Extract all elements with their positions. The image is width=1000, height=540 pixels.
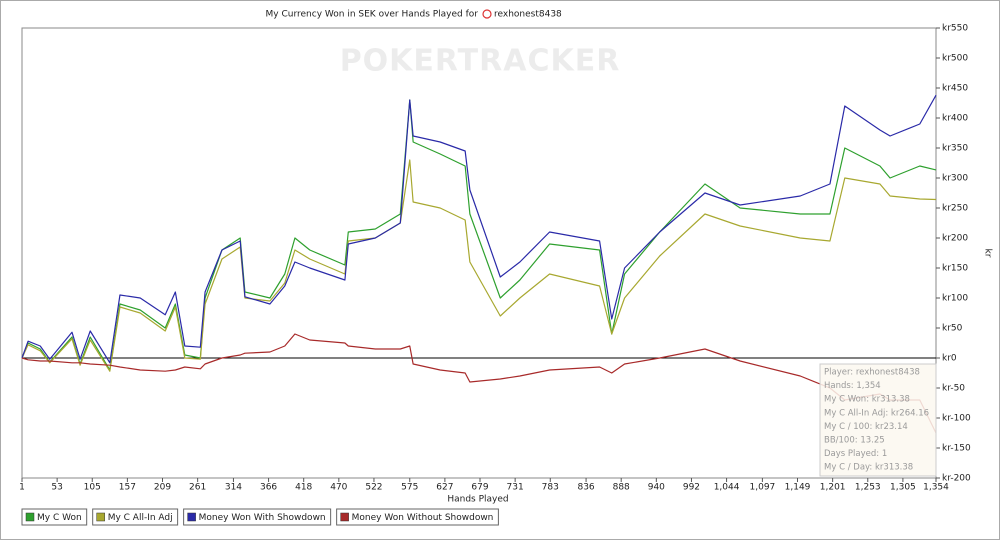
y-tick-label: kr-50 [942, 384, 965, 394]
tooltip-line: Hands: 1,354 [824, 381, 881, 391]
legend-item: My C Won [21, 508, 88, 526]
legend-box [183, 508, 332, 526]
y-tick-label: kr200 [942, 234, 968, 244]
legend-box [21, 508, 88, 526]
x-tick-label: 1,354 [923, 483, 949, 493]
x-tick-label: 366 [260, 483, 277, 493]
y-tick-label: kr250 [942, 204, 968, 214]
tooltip-line: My C / Day: kr313.38 [824, 463, 913, 473]
x-tick-label: 1,044 [714, 483, 740, 493]
legend-label: Money Won With Showdown [199, 513, 326, 523]
x-tick-label: 1,149 [785, 483, 811, 493]
legend-swatch [340, 512, 349, 522]
y-tick-label: kr300 [942, 174, 968, 184]
series-line [21, 94, 937, 364]
x-tick-label: 888 [613, 483, 630, 493]
x-tick-label: 53 [51, 483, 62, 493]
x-tick-label: 470 [330, 483, 347, 493]
y-tick-label: kr550 [942, 24, 968, 34]
x-tick-label: 209 [154, 483, 171, 493]
y-axis-label: kr [983, 249, 993, 258]
tooltip-line: My C Won: kr313.38 [824, 395, 910, 405]
legend-label: Money Won Without Showdown [352, 513, 494, 523]
x-tick-label: 418 [295, 483, 312, 493]
watermark: POKERTRACKER [340, 44, 621, 79]
x-tick-label: 1,201 [820, 483, 846, 493]
y-tick-label: kr100 [942, 294, 968, 304]
series-line [21, 333, 937, 434]
y-tick-label: kr-200 [942, 474, 971, 484]
y-tick-label: kr400 [942, 114, 968, 124]
x-tick-label: 836 [577, 483, 594, 493]
x-tick-label: 314 [225, 483, 242, 493]
series-line [21, 159, 937, 372]
x-tick-label: 992 [683, 483, 700, 493]
y-tick-label: kr450 [942, 84, 968, 94]
x-tick-label: 1,253 [855, 483, 881, 493]
x-tick-label: 261 [189, 483, 206, 493]
x-tick-label: 105 [84, 483, 101, 493]
y-tick-label: kr150 [942, 264, 968, 274]
y-tick-label: kr-100 [942, 414, 971, 424]
legend-swatch [96, 512, 105, 522]
tooltip: Player: rexhonest8438 Hands: 1,354 My C Wo… [819, 363, 937, 477]
legend-swatch [187, 512, 196, 522]
x-tick-label: 679 [471, 483, 488, 493]
tooltip-line: Days Played: 1 [824, 449, 887, 459]
legend-item: Money Won With Showdown [183, 508, 332, 526]
legend-item: My C All-In Adj [92, 508, 179, 526]
x-tick-label: 731 [507, 483, 524, 493]
legend-label: My C All-In Adj [108, 513, 173, 523]
legend-box [92, 508, 179, 526]
y-tick-label: kr0 [942, 354, 957, 364]
tooltip-box [819, 363, 937, 477]
y-tick-label: kr-150 [942, 444, 971, 454]
x-tick-label: 522 [365, 483, 382, 493]
x-tick-label: 940 [648, 483, 665, 493]
x-tick-label: 1,097 [750, 483, 776, 493]
tooltip-line: BB/100: 13.25 [824, 436, 885, 446]
legend-box [336, 508, 499, 526]
y-tick-label: kr500 [942, 54, 968, 64]
legend-item: Money Won Without Showdown [336, 508, 499, 526]
player-icon [482, 9, 492, 19]
x-tick-label: 627 [436, 483, 453, 493]
legend-label: My C Won [37, 513, 82, 523]
plot-area [21, 27, 937, 479]
y-tick-label: kr350 [942, 144, 968, 154]
y-tick-label: kr50 [942, 324, 963, 334]
tooltip-line: My C / 100: kr23.14 [824, 422, 908, 432]
x-tick-label: 157 [119, 483, 136, 493]
x-tick-label: 1,305 [890, 483, 916, 493]
chart-title: My Currency Won in SEK over Hands Played… [266, 10, 479, 20]
x-tick-label: 783 [542, 483, 559, 493]
x-axis-label: Hands Played [447, 495, 508, 505]
tooltip-line: My C All-In Adj: kr264.16 [824, 408, 929, 418]
legend-swatch [25, 512, 35, 522]
player-name: rexhonest8438 [494, 10, 562, 20]
x-tick-label: 1 [19, 483, 25, 493]
x-tick-label: 575 [401, 483, 418, 493]
tooltip-line: Player: rexhonest8438 [824, 368, 920, 378]
